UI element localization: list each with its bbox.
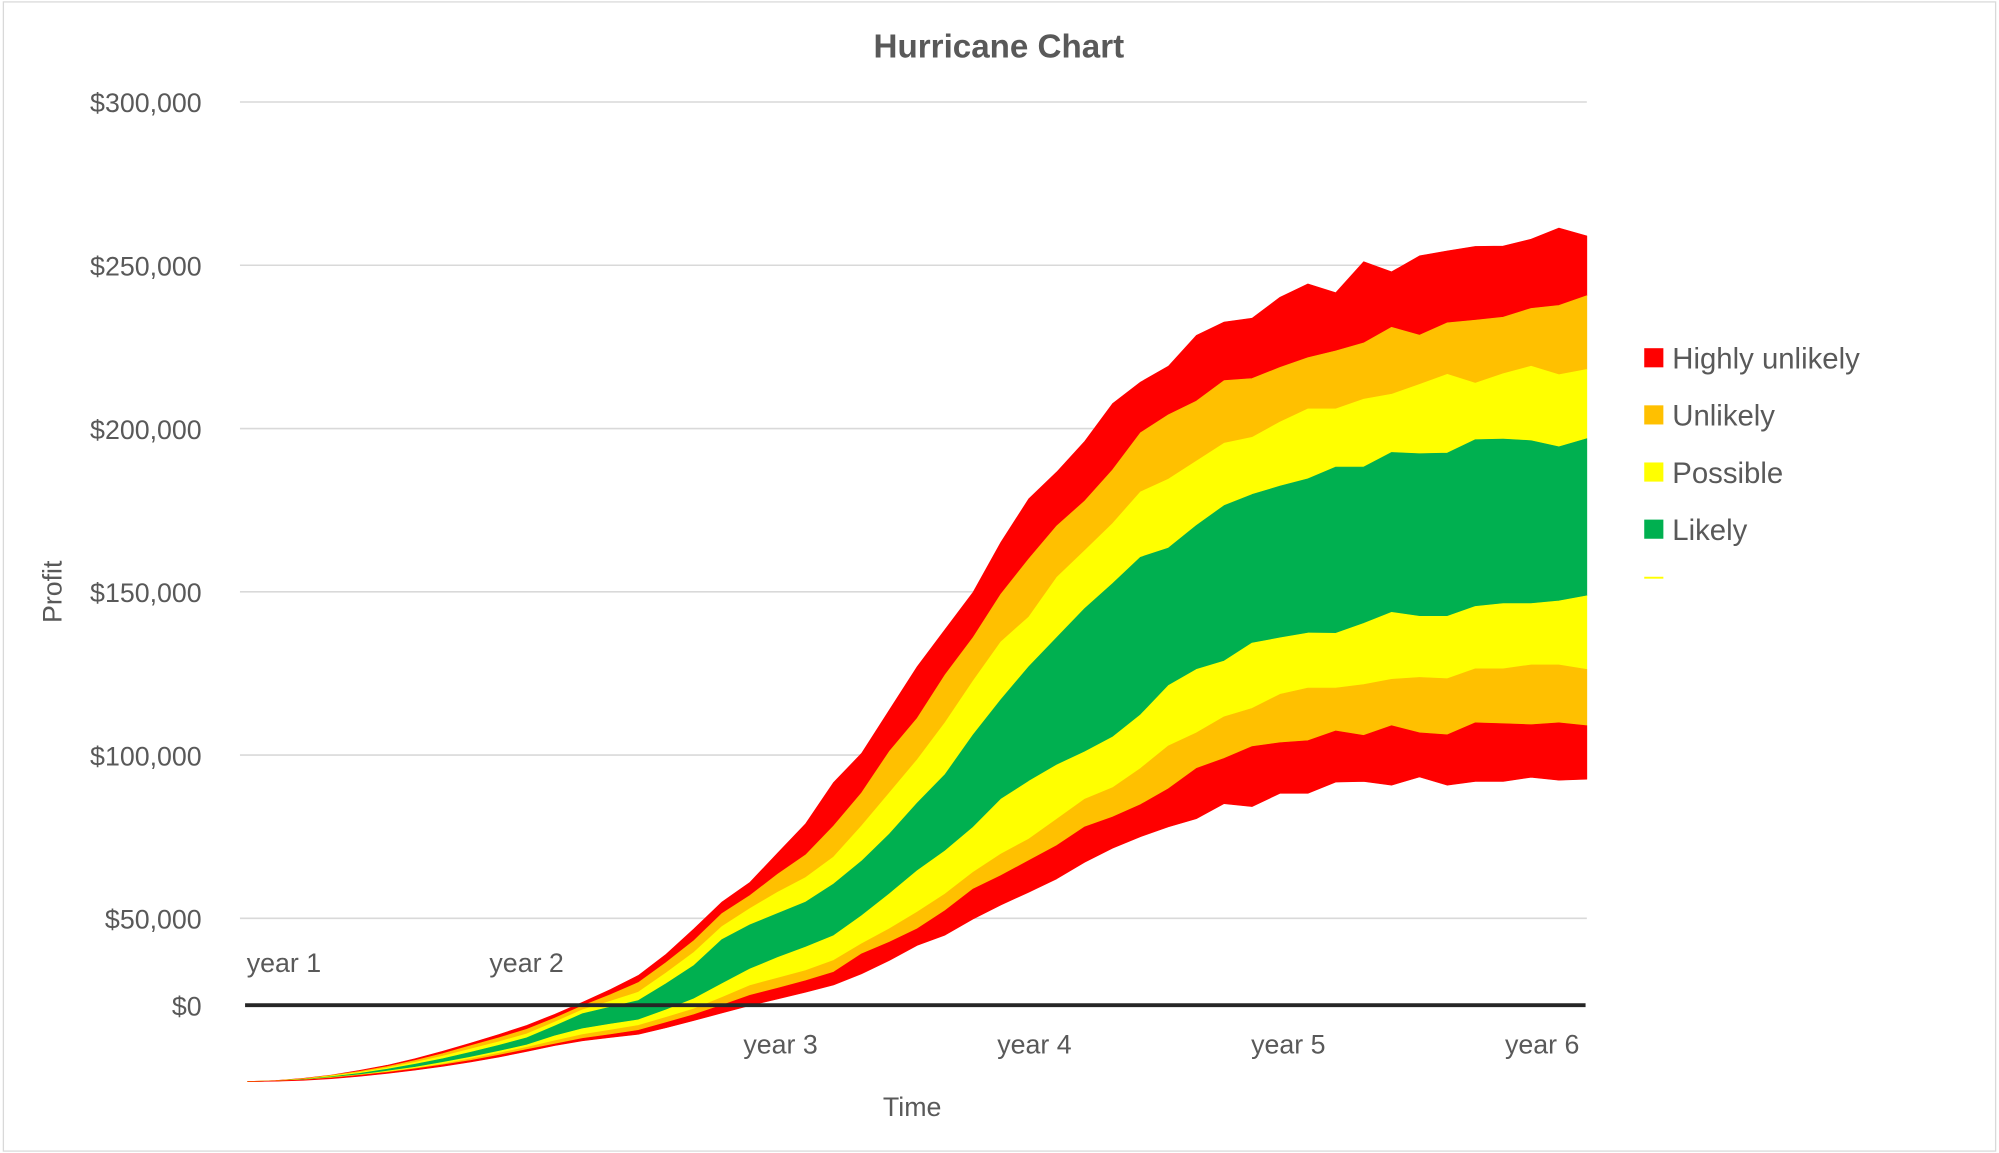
x-axis-title: Time [883, 1092, 941, 1122]
y-tick-label: $250,000 [90, 251, 202, 281]
legend-swatch [1644, 519, 1664, 539]
x-tick-label: year 4 [997, 1030, 1072, 1060]
y-tick-label-zero: $0 [172, 991, 202, 1021]
y-tick-label: $150,000 [90, 578, 202, 608]
band-highly-unlikely [247, 722, 1588, 1082]
x-tick-label: year 6 [1505, 1030, 1579, 1060]
legend-item: Highly unlikely [1644, 343, 1860, 376]
y-tick-label: $200,000 [90, 415, 202, 445]
plot-area [247, 227, 1588, 1082]
chart-title: Hurricane Chart [874, 28, 1125, 65]
x-tick-label: year 5 [1251, 1030, 1325, 1060]
y-tick-label: $300,000 [90, 88, 202, 118]
y-tick-label: $100,000 [90, 741, 202, 771]
legend: Highly unlikely Unlikely Possible Likely [1644, 343, 1860, 579]
x-axis-tick-labels: year 1 year 2 year 3 year 4 year 5 year 6 [247, 948, 1580, 1060]
legend-item: Likely [1644, 514, 1748, 547]
x-tick-label: year 2 [489, 948, 563, 978]
legend-label: Possible [1672, 457, 1783, 490]
legend-swatch [1644, 576, 1664, 579]
legend-item [1644, 576, 1664, 579]
legend-label: Likely [1672, 514, 1747, 547]
y-axis-title: Profit [37, 560, 67, 623]
legend-item: Unlikely [1644, 400, 1775, 433]
legend-item: Possible [1644, 457, 1783, 490]
legend-swatch [1644, 462, 1664, 482]
x-tick-label: year 1 [247, 948, 321, 978]
legend-label: Unlikely [1672, 400, 1775, 433]
legend-swatch [1644, 405, 1664, 425]
legend-label: Highly unlikely [1672, 343, 1860, 376]
y-axis-tick-labels: $300,000 $250,000 $200,000 $150,000 $100,000… [90, 88, 202, 934]
y-tick-label: $50,000 [105, 905, 202, 935]
x-tick-label: year 3 [743, 1030, 817, 1060]
legend-swatch [1644, 348, 1664, 368]
